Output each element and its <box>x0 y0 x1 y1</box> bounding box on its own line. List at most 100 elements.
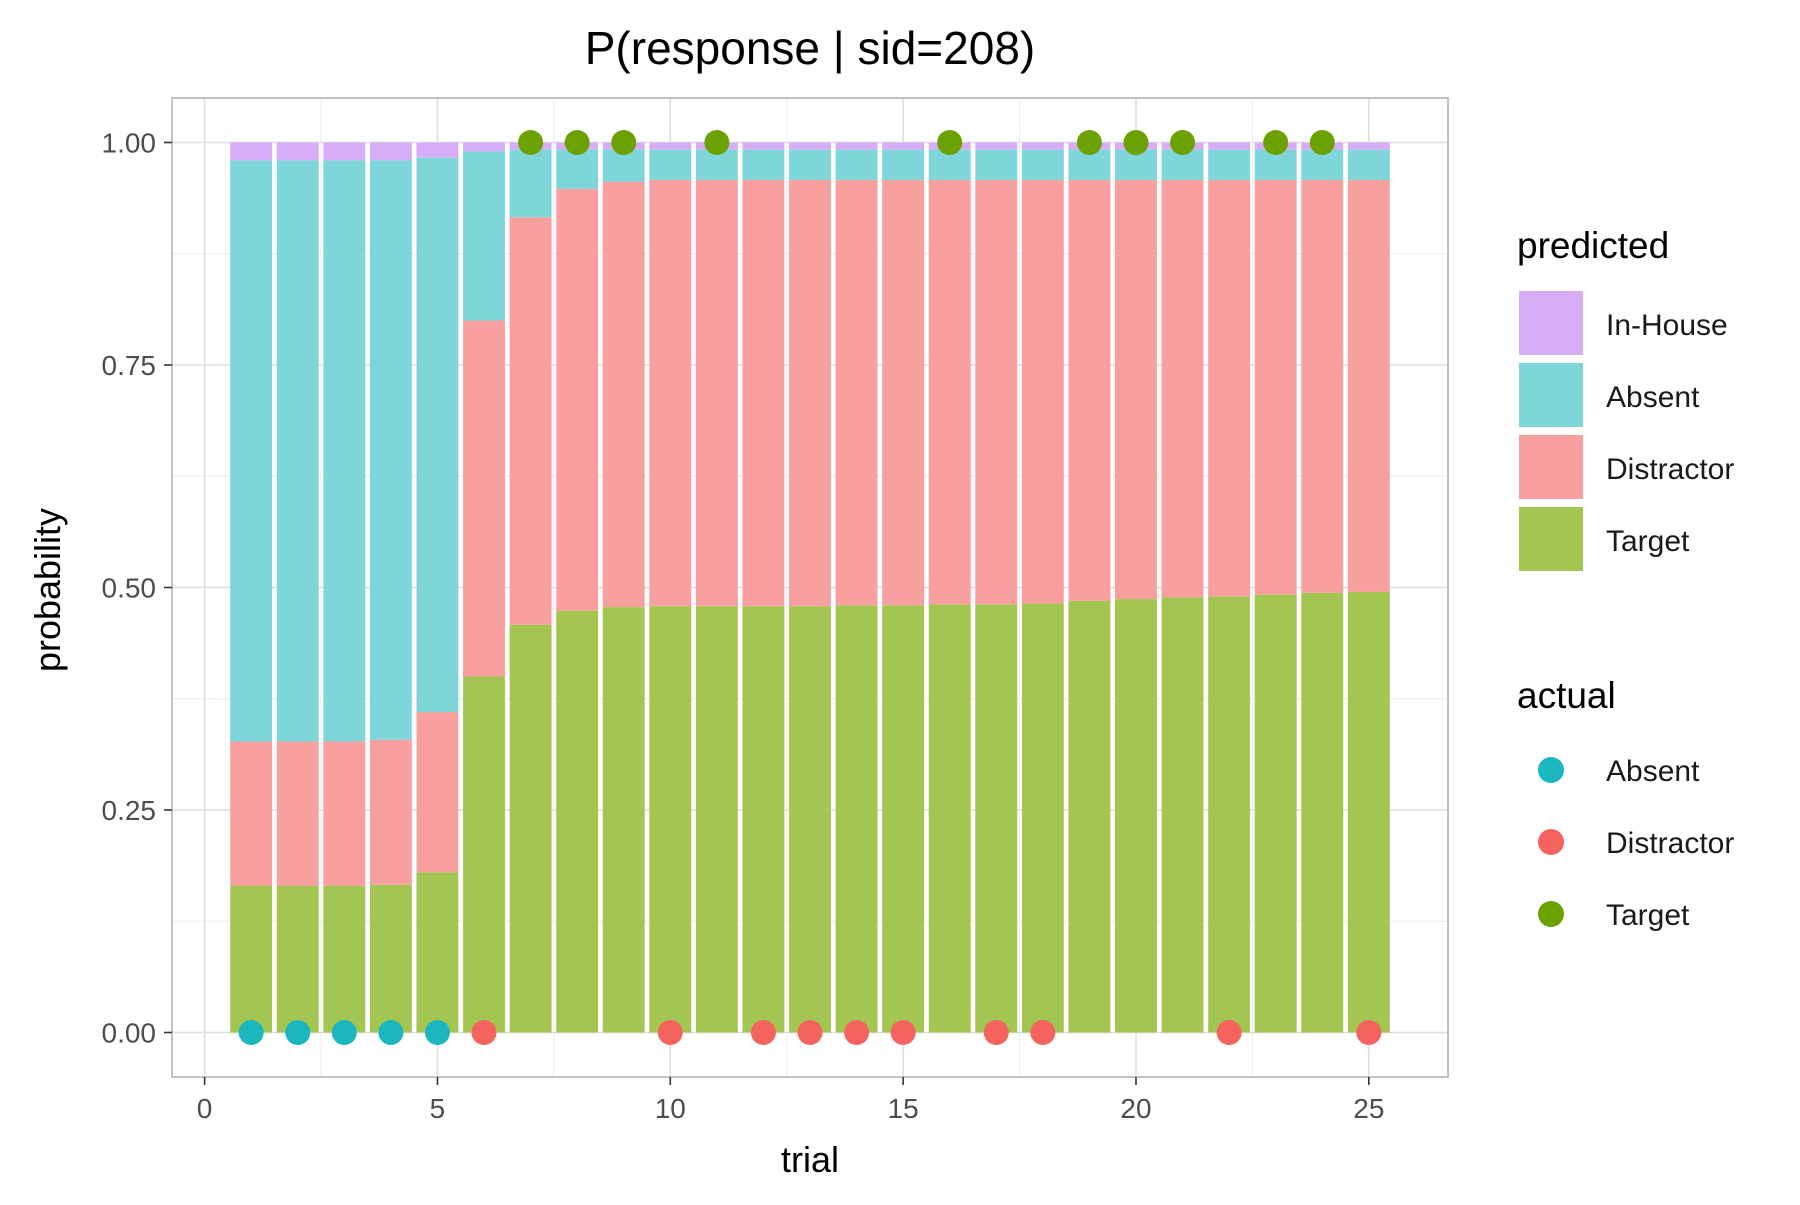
legend-actual-label-absent: Absent <box>1606 755 1700 788</box>
bar-segment-target-trial-8 <box>556 610 599 1033</box>
bar-segment-absent-trial-10 <box>649 149 692 180</box>
bar-segment-distractor-trial-20 <box>1115 179 1157 600</box>
bar-segment-in-house-trial-4 <box>369 142 412 161</box>
bar-segment-distractor-trial-17 <box>975 179 1018 605</box>
bar-segment-in-house-trial-22 <box>1208 142 1251 150</box>
legend-predicted-label-distractor: Distractor <box>1606 453 1734 486</box>
bar-segment-in-house-trial-12 <box>742 142 785 150</box>
bar-segment-distractor-trial-16 <box>928 179 971 605</box>
bar-segment-in-house-trial-6 <box>463 142 505 152</box>
bar-segment-in-house-trial-5 <box>416 142 459 158</box>
bar-segment-absent-trial-12 <box>742 149 785 180</box>
bar-segment-in-house-trial-25 <box>1347 142 1390 150</box>
actual-point-trial-13 <box>797 1020 823 1045</box>
legend-actual: actual Absent Distractor Target <box>1517 675 1734 932</box>
bar-segment-target-trial-6 <box>463 676 505 1033</box>
bar-segment-in-house-trial-15 <box>882 142 925 150</box>
bar-segment-distractor-trial-6 <box>463 320 505 677</box>
bar-segment-target-trial-1 <box>230 885 273 1033</box>
y-tick-label: 0.50 <box>102 573 157 604</box>
legend-predicted-label-target: Target <box>1606 525 1690 558</box>
bar-segment-in-house-trial-17 <box>975 142 1018 150</box>
bar-segment-distractor-trial-18 <box>1021 179 1064 604</box>
bar-segment-in-house-trial-2 <box>276 142 319 161</box>
bar-segment-target-trial-14 <box>835 605 878 1033</box>
bar-segment-target-trial-5 <box>416 872 459 1033</box>
bar-segment-target-trial-4 <box>369 884 412 1033</box>
bar-segment-absent-trial-1 <box>230 160 273 742</box>
actual-point-trial-8 <box>564 130 590 155</box>
actual-point-trial-11 <box>704 130 730 155</box>
actual-point-trial-23 <box>1263 130 1289 155</box>
bar-segment-target-trial-2 <box>276 885 319 1033</box>
x-tick-label: 5 <box>430 1093 446 1124</box>
y-axis: 0.00 0.25 0.50 0.75 1.00 <box>102 128 172 1049</box>
actual-point-trial-24 <box>1309 130 1335 155</box>
bar-segment-absent-trial-17 <box>975 149 1018 180</box>
legend-predicted-label-in-house: In-House <box>1606 309 1728 342</box>
bar-segment-distractor-trial-21 <box>1161 179 1204 598</box>
bar-segment-distractor-trial-24 <box>1301 179 1344 593</box>
bar-segment-distractor-trial-11 <box>695 179 738 607</box>
bar-segment-in-house-trial-18 <box>1021 142 1064 150</box>
bar-segment-distractor-trial-5 <box>416 712 459 873</box>
bar-segment-distractor-trial-3 <box>323 741 366 886</box>
legend-predicted-swatch-absent <box>1519 363 1583 427</box>
bar-segment-absent-trial-7 <box>509 149 552 218</box>
y-tick-label: 0.75 <box>102 350 157 381</box>
bar-segment-target-trial-10 <box>649 606 692 1033</box>
actual-point-trial-1 <box>238 1020 264 1045</box>
bar-segment-distractor-trial-4 <box>369 739 412 885</box>
bar-segment-absent-trial-6 <box>463 151 505 321</box>
chart-title: P(response | sid=208) <box>585 22 1035 74</box>
actual-point-trial-15 <box>890 1020 916 1045</box>
legend-actual-dot-absent <box>1538 757 1564 783</box>
bar-segment-distractor-trial-13 <box>789 179 831 607</box>
bar-segment-target-trial-19 <box>1068 600 1111 1033</box>
bar-segment-target-trial-17 <box>975 604 1018 1033</box>
bar-segment-target-trial-15 <box>882 605 925 1033</box>
actual-point-trial-18 <box>1030 1020 1056 1045</box>
bar-segment-in-house-trial-14 <box>835 142 878 150</box>
actual-point-trial-7 <box>518 130 544 155</box>
legend-predicted-swatch-target <box>1519 507 1583 571</box>
bar-segment-absent-trial-22 <box>1208 149 1251 180</box>
bar-segment-absent-trial-25 <box>1347 149 1390 180</box>
bar-segment-target-trial-24 <box>1301 592 1344 1033</box>
bar-segment-target-trial-20 <box>1115 599 1157 1033</box>
actual-point-trial-14 <box>844 1020 870 1045</box>
bar-segment-in-house-trial-3 <box>323 142 366 161</box>
bar-segment-target-trial-25 <box>1347 591 1390 1033</box>
bar-segment-absent-trial-8 <box>556 149 599 189</box>
bar-segment-target-trial-23 <box>1254 594 1297 1033</box>
bar-segment-absent-trial-13 <box>789 149 831 180</box>
bar-segment-distractor-trial-7 <box>509 217 552 625</box>
x-axis-title: trial <box>781 1139 839 1180</box>
bar-segment-in-house-trial-1 <box>230 142 273 161</box>
legend-predicted-swatch-distractor <box>1519 435 1583 499</box>
bar-segment-absent-trial-18 <box>1021 149 1064 180</box>
bar-segment-target-trial-16 <box>928 604 971 1033</box>
bar-segment-target-trial-7 <box>509 624 552 1033</box>
legend-actual-label-distractor: Distractor <box>1606 827 1734 860</box>
actual-point-trial-21 <box>1170 130 1196 155</box>
legend-actual-dot-target <box>1538 901 1564 927</box>
actual-point-trial-20 <box>1123 130 1149 155</box>
bar-segment-absent-trial-15 <box>882 149 925 180</box>
legend-predicted: predicted In-House Absent Distractor Target <box>1517 225 1734 573</box>
bar-segment-distractor-trial-22 <box>1208 179 1251 597</box>
bar-segment-distractor-trial-23 <box>1254 179 1297 595</box>
bar-segment-absent-trial-2 <box>276 160 319 742</box>
legend-actual-dot-distractor <box>1538 829 1564 855</box>
bar-segment-target-trial-22 <box>1208 596 1251 1033</box>
bar-segment-distractor-trial-25 <box>1347 179 1390 592</box>
bar-segment-distractor-trial-12 <box>742 179 785 607</box>
bar-segment-distractor-trial-8 <box>556 188 599 611</box>
bar-segment-absent-trial-14 <box>835 149 878 180</box>
bar-segment-absent-trial-4 <box>369 160 412 740</box>
actual-point-trial-9 <box>611 130 637 155</box>
bar-segment-distractor-trial-1 <box>230 741 273 886</box>
bar-segment-distractor-trial-15 <box>882 179 925 606</box>
legend-predicted-swatch-in-house <box>1519 291 1583 355</box>
x-tick-label: 15 <box>888 1093 919 1124</box>
